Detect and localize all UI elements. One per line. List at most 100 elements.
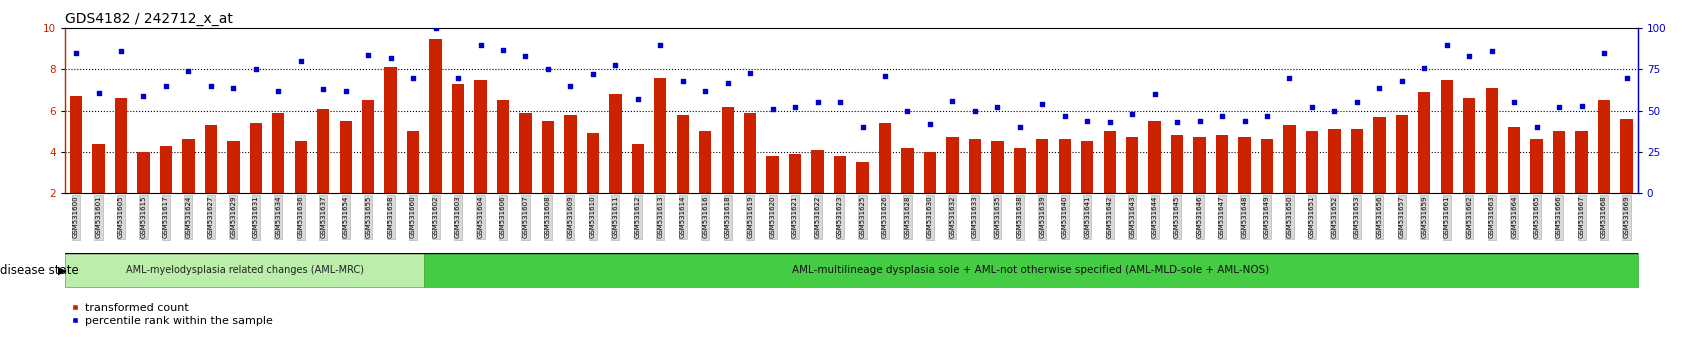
Bar <box>136 152 150 193</box>
Point <box>220 85 247 90</box>
Text: GSM531627: GSM531627 <box>208 196 213 238</box>
Text: GSM531623: GSM531623 <box>837 196 842 238</box>
Text: GSM531663: GSM531663 <box>1488 196 1494 239</box>
Bar <box>160 145 172 193</box>
Bar <box>182 139 194 193</box>
Point <box>893 108 921 114</box>
Point <box>377 55 404 61</box>
Point <box>286 58 314 64</box>
Text: GSM531619: GSM531619 <box>747 196 752 239</box>
Text: GSM531634: GSM531634 <box>275 196 281 238</box>
Point <box>107 48 135 54</box>
Bar <box>1417 92 1429 193</box>
Text: GSM531665: GSM531665 <box>1533 196 1538 238</box>
Text: GSM531631: GSM531631 <box>252 196 259 239</box>
Text: GDS4182 / 242712_x_at: GDS4182 / 242712_x_at <box>65 12 232 25</box>
Point <box>803 99 830 105</box>
Point <box>1454 53 1482 59</box>
Text: GSM531640: GSM531640 <box>1061 196 1067 238</box>
Text: GSM531666: GSM531666 <box>1555 196 1562 239</box>
Bar <box>542 121 554 193</box>
Bar <box>922 152 936 193</box>
Text: GSM531636: GSM531636 <box>298 196 303 239</box>
Bar <box>1013 148 1025 193</box>
Bar <box>743 113 755 193</box>
Bar <box>227 142 239 193</box>
Bar <box>631 144 643 193</box>
Text: GSM531601: GSM531601 <box>95 196 102 239</box>
Point <box>668 78 696 84</box>
Bar <box>991 142 1003 193</box>
Text: GSM531626: GSM531626 <box>881 196 888 238</box>
Point <box>264 88 292 94</box>
Bar <box>587 133 598 193</box>
Bar <box>70 96 82 193</box>
Point <box>1275 75 1303 81</box>
Bar <box>452 84 464 193</box>
Point <box>1320 108 1347 114</box>
Text: GSM531622: GSM531622 <box>813 196 820 238</box>
Bar <box>766 156 779 193</box>
Point <box>580 72 607 77</box>
Point <box>443 75 471 81</box>
Point <box>691 88 718 94</box>
Bar <box>496 100 508 193</box>
Legend: transformed count, percentile rank within the sample: transformed count, percentile rank withi… <box>70 303 273 326</box>
Bar <box>1598 100 1610 193</box>
Text: GSM531628: GSM531628 <box>904 196 910 238</box>
Text: GSM531625: GSM531625 <box>859 196 864 238</box>
Point <box>1432 42 1459 48</box>
Text: GSM531620: GSM531620 <box>769 196 776 238</box>
Point <box>1050 113 1078 118</box>
Point <box>512 53 539 59</box>
Point <box>960 108 987 114</box>
Point <box>602 62 629 67</box>
Bar <box>430 39 442 193</box>
Point <box>1141 91 1168 97</box>
Text: GSM531616: GSM531616 <box>702 196 708 239</box>
Bar <box>384 67 397 193</box>
Text: GSM531658: GSM531658 <box>387 196 394 238</box>
Text: GSM531633: GSM531633 <box>972 196 977 239</box>
Text: GSM531648: GSM531648 <box>1241 196 1246 238</box>
Text: GSM531607: GSM531607 <box>522 196 529 239</box>
Text: GSM531618: GSM531618 <box>725 196 730 239</box>
Text: GSM531612: GSM531612 <box>634 196 641 238</box>
Point <box>1589 50 1616 56</box>
Bar <box>1059 139 1071 193</box>
Point <box>938 98 965 104</box>
Bar <box>788 154 801 193</box>
Bar <box>1395 115 1407 193</box>
Bar <box>1529 139 1541 193</box>
Point <box>332 88 360 94</box>
Bar <box>1147 121 1159 193</box>
Text: GSM531608: GSM531608 <box>544 196 551 239</box>
Bar <box>1216 135 1228 193</box>
Point <box>825 99 852 105</box>
Text: GSM531632: GSM531632 <box>950 196 955 238</box>
Text: GSM531641: GSM531641 <box>1084 196 1089 238</box>
Point <box>1185 118 1212 123</box>
Text: GSM531614: GSM531614 <box>679 196 685 238</box>
Text: AML-myelodysplasia related changes (AML-MRC): AML-myelodysplasia related changes (AML-… <box>126 265 363 275</box>
Point <box>646 42 673 48</box>
Point <box>737 70 764 76</box>
Point <box>1028 101 1055 107</box>
Bar <box>1373 117 1384 193</box>
Point <box>309 86 336 92</box>
Bar <box>1552 131 1565 193</box>
Point <box>1072 118 1100 123</box>
Text: GSM531604: GSM531604 <box>477 196 483 238</box>
Bar <box>946 137 958 193</box>
Bar <box>878 123 890 193</box>
Point <box>1163 119 1190 125</box>
Text: GSM531610: GSM531610 <box>590 196 595 239</box>
Text: GSM531603: GSM531603 <box>455 196 460 239</box>
Point <box>355 52 382 57</box>
Text: GSM531637: GSM531637 <box>321 196 326 239</box>
Point <box>759 106 786 112</box>
Bar <box>114 98 128 193</box>
Text: AML-multilineage dysplasia sole + AML-not otherwise specified (AML-MLD-sole + AM: AML-multilineage dysplasia sole + AML-no… <box>791 265 1269 275</box>
Text: GSM531609: GSM531609 <box>568 196 573 239</box>
Text: GSM531653: GSM531653 <box>1354 196 1359 238</box>
